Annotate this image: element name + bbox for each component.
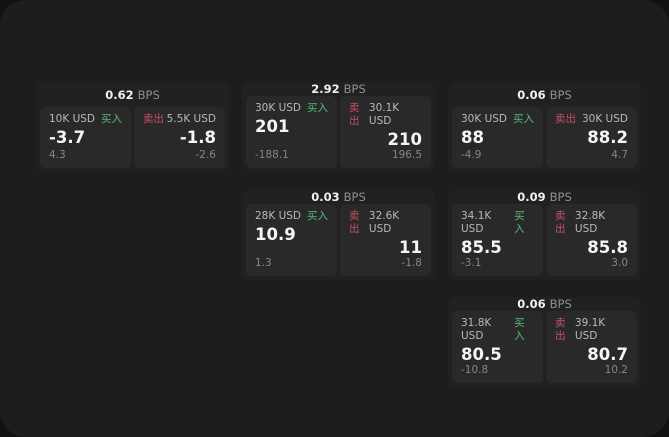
buy-size: 30K USD [255,102,302,115]
sell-delta: 4.7 [611,149,628,162]
bps-unit-label: BPS [549,87,572,102]
sell-size: 5.5K USD [166,113,216,125]
buy-side-label: 买入 [101,113,122,125]
quote-card-4: 0.03 BPS 28K USD 买入 10.9 1.3 卖出 32.6K US… [242,190,435,280]
buy-delta: -188.1 [255,149,289,162]
buy-delta: 1.3 [255,257,272,270]
bps-value: 0.06 [517,87,546,102]
buy-size: 31.8K USD [461,317,492,343]
sell-price: -1.8 [179,127,216,147]
buy-price: 80.5 [461,344,502,364]
bps-header: 0.03 BPS [242,190,435,204]
bps-value: 0.03 [311,190,340,205]
bps-unit-label: BPS [343,82,366,97]
sell-side-label: 卖出 [555,113,576,125]
sell-size: 39.1K USD [574,317,606,343]
buy-side-label: 买入 [514,317,525,343]
sell-delta: -1.8 [401,257,423,270]
buy-size: 34.1K USD [461,210,492,236]
sell-side-label: 卖出 [349,210,360,236]
buy-side-label: 买入 [514,210,525,236]
bps-value: 0.09 [517,190,546,205]
buy-delta: 4.3 [49,149,66,162]
bps-value: 2.92 [311,82,340,97]
buy-price: 88 [461,127,484,147]
bps-header: 0.62 BPS [36,82,229,107]
buy-side-label: 买入 [513,113,534,125]
sell-price: 85.8 [587,237,628,257]
sell-price: 88.2 [587,127,628,147]
quote-card-1: 0.62 BPS 10K USD 买入 -3.7 4.3 卖出 5.5K USD… [36,82,229,172]
sell-side-label: 卖出 [349,102,360,128]
sell-price: 210 [387,129,422,149]
sell-side-label: 卖出 [143,113,164,125]
buy-tile[interactable]: 10K USD 买入 -3.7 4.3 [40,107,131,168]
bps-unit-label: BPS [549,190,572,205]
buy-price: -3.7 [49,127,86,147]
buy-size: 10K USD [49,113,96,125]
bps-unit-label: BPS [549,297,572,312]
sell-size: 30K USD [581,113,628,125]
buy-tile[interactable]: 28K USD 买入 10.9 1.3 [246,204,337,276]
sell-tile[interactable]: 卖出 30K USD 88.2 4.7 [546,107,637,168]
bps-header: 0.06 BPS [448,297,641,311]
sell-size: 32.8K USD [574,210,606,236]
buy-tile[interactable]: 31.8K USD 买入 80.5 -10.8 [452,311,543,383]
buy-tile[interactable]: 30K USD 买入 88 -4.9 [452,107,543,168]
sell-size: 32.6K USD [368,210,400,236]
sell-delta: -2.6 [195,149,217,162]
quote-card-6: 0.06 BPS 31.8K USD 买入 80.5 -10.8 卖出 39.1… [448,297,641,387]
quote-card-2: 2.92 BPS 30K USD 买入 201 -188.1 卖出 30.1K … [242,82,435,172]
bps-unit-label: BPS [137,87,160,102]
sell-side-label: 卖出 [555,317,566,343]
buy-side-label: 买入 [307,210,328,223]
sell-price: 80.7 [587,344,628,364]
bps-header: 0.06 BPS [448,82,641,107]
quote-card-3: 0.06 BPS 30K USD 买入 88 -4.9 卖出 30K USD 8… [448,82,641,172]
buy-tile[interactable]: 30K USD 买入 201 -188.1 [246,96,337,168]
sell-delta: 196.5 [391,149,422,162]
buy-delta: -3.1 [461,257,482,270]
buy-delta: -4.9 [461,149,482,162]
sell-tile[interactable]: 卖出 32.8K USD 85.8 3.0 [546,204,637,276]
sell-tile[interactable]: 卖出 30.1K USD 210 196.5 [340,96,431,168]
buy-price: 201 [255,117,290,137]
sell-delta: 10.2 [604,364,628,377]
quote-card-5: 0.09 BPS 34.1K USD 买入 85.5 -3.1 卖出 32.8K… [448,190,641,280]
sell-size: 30.1K USD [368,102,400,128]
buy-size: 30K USD [461,113,508,125]
bps-value: 0.62 [105,87,134,102]
bps-header: 0.09 BPS [448,190,641,204]
buy-delta: -10.8 [461,364,489,377]
sell-delta: 3.0 [611,257,628,270]
bps-header: 2.92 BPS [242,82,435,96]
sell-side-label: 卖出 [555,210,566,236]
sell-price: 11 [399,237,422,257]
bps-unit-label: BPS [343,190,366,205]
buy-tile[interactable]: 34.1K USD 买入 85.5 -3.1 [452,204,543,276]
buy-size: 28K USD [255,210,302,223]
buy-side-label: 买入 [307,102,328,115]
sell-tile[interactable]: 卖出 5.5K USD -1.8 -2.6 [134,107,225,168]
buy-price: 85.5 [461,237,502,257]
sell-tile[interactable]: 卖出 32.6K USD 11 -1.8 [340,204,431,276]
buy-price: 10.9 [255,225,296,245]
bps-value: 0.06 [517,297,546,312]
sell-tile[interactable]: 卖出 39.1K USD 80.7 10.2 [546,311,637,383]
